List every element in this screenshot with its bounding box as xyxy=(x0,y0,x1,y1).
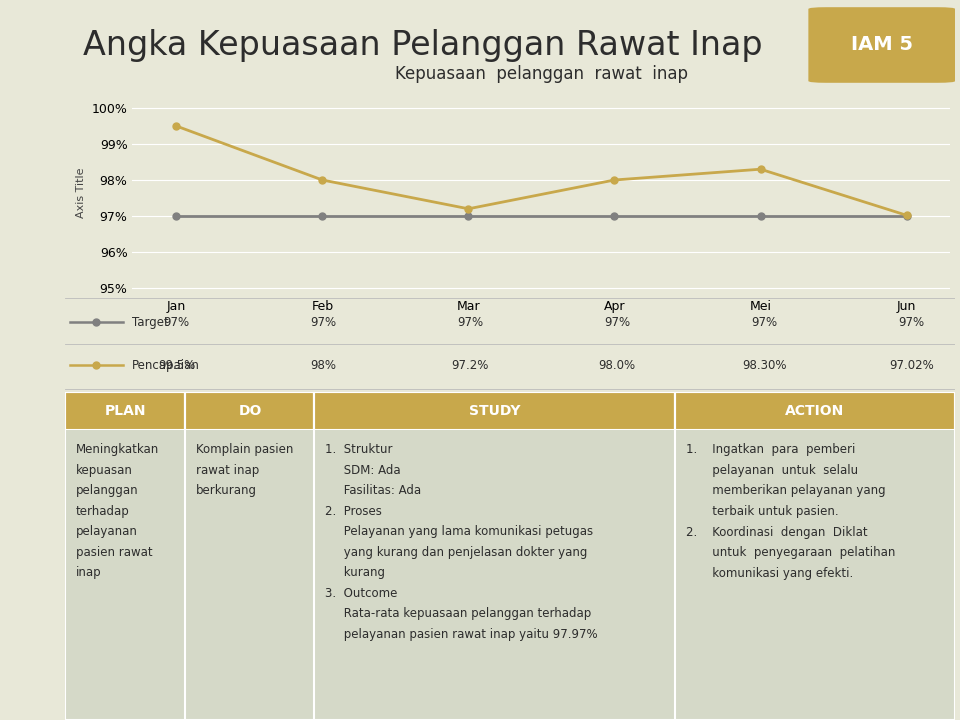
Text: Target: Target xyxy=(132,316,169,329)
Text: DO: DO xyxy=(238,404,262,418)
Text: IAM 5: IAM 5 xyxy=(851,35,913,55)
Text: Komplain pasien
rawat inap
berkurang: Komplain pasien rawat inap berkurang xyxy=(196,444,294,498)
Text: 98%: 98% xyxy=(310,359,336,372)
Text: 97%: 97% xyxy=(604,316,631,329)
Bar xyxy=(315,392,675,430)
Text: 97%: 97% xyxy=(457,316,484,329)
Text: 97%: 97% xyxy=(898,316,924,329)
Text: 98.0%: 98.0% xyxy=(599,359,636,372)
Bar xyxy=(185,392,315,430)
Text: 1.    Ingatkan  para  pemberi
       pelayanan  untuk  selalu
       memberikan : 1. Ingatkan para pemberi pelayanan untuk… xyxy=(685,444,885,518)
Text: PLAN: PLAN xyxy=(105,404,146,418)
Bar xyxy=(65,392,185,430)
Text: ACTION: ACTION xyxy=(785,404,845,418)
Text: Angka Kepuasaan Pelanggan Rawat Inap: Angka Kepuasaan Pelanggan Rawat Inap xyxy=(84,29,762,61)
Text: 1.  Struktur
     SDM: Ada
     Fasilitas: Ada
2.  Proses
     Pelayanan yang la: 1. Struktur SDM: Ada Fasilitas: Ada 2. P… xyxy=(325,444,598,641)
FancyBboxPatch shape xyxy=(808,7,955,83)
Text: STUDY: STUDY xyxy=(468,404,520,418)
Y-axis label: Axis Title: Axis Title xyxy=(76,167,86,218)
Text: 98.30%: 98.30% xyxy=(742,359,786,372)
Text: Pencapaian: Pencapaian xyxy=(132,359,200,372)
Text: 97.02%: 97.02% xyxy=(889,359,933,372)
Text: 97.2%: 97.2% xyxy=(452,359,489,372)
Text: Meningkatkan
kepuasan
pelanggan
terhadap
pelayanan
pasien rawat
inap: Meningkatkan kepuasan pelanggan terhadap… xyxy=(76,444,159,579)
Text: 97%: 97% xyxy=(751,316,778,329)
Text: 97%: 97% xyxy=(163,316,190,329)
Title: Kepuasaan  pelanggan  rawat  inap: Kepuasaan pelanggan rawat inap xyxy=(395,65,688,83)
Text: 99.5%: 99.5% xyxy=(158,359,195,372)
Bar xyxy=(65,430,955,720)
Text: 97%: 97% xyxy=(310,316,337,329)
Text: 2.    Koordinasi  dengan  Diklat
       untuk  penyegaraan  pelatihan
       kom: 2. Koordinasi dengan Diklat untuk penyeg… xyxy=(685,526,895,580)
Bar xyxy=(675,392,955,430)
